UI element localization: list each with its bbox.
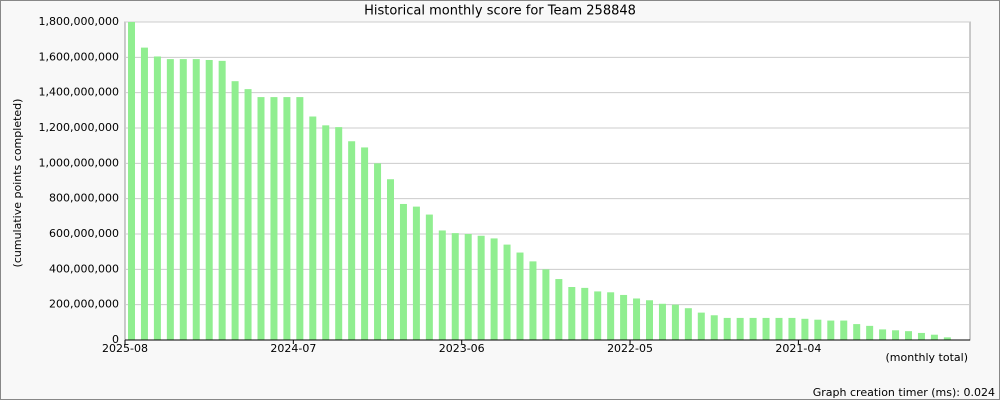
x-tick-label: 2024-07 (270, 342, 316, 355)
bar (905, 331, 912, 340)
bar (348, 141, 356, 340)
footer: Graph creation timer (ms): 0.024 (813, 386, 995, 399)
chart-title: Historical monthly score for Team 258848 (364, 4, 636, 19)
bar (749, 317, 757, 340)
bar (296, 97, 304, 340)
bar (270, 97, 278, 340)
y-tick-label: 1,200,000,000 (39, 121, 119, 134)
bar (179, 59, 187, 340)
y-tick-label: 1,000,000,000 (39, 156, 119, 169)
bar (399, 203, 407, 340)
x-axis-label: (monthly total) (886, 351, 969, 364)
y-tick-label: 0 (112, 333, 119, 346)
bar (192, 59, 200, 340)
bar (866, 325, 874, 340)
bar (205, 59, 213, 340)
y-axis-label: (cumulative points completed) (11, 99, 24, 268)
bar (736, 317, 744, 340)
bar (529, 261, 537, 340)
bar (555, 279, 563, 340)
bar (762, 317, 770, 340)
bar (684, 308, 692, 340)
bar (788, 317, 796, 340)
y-tick-label: 400,000,000 (49, 262, 119, 275)
bar (464, 234, 472, 340)
bar (309, 116, 317, 341)
y-tick-label: 1,800,000,000 (39, 15, 119, 28)
x-tick-label: 2022-05 (607, 342, 653, 355)
bar (879, 329, 887, 340)
y-tick-label: 200,000,000 (49, 298, 119, 311)
bar (840, 320, 848, 340)
y-tick-label: 600,000,000 (49, 227, 119, 240)
bar (671, 304, 679, 340)
bar (153, 56, 161, 340)
bar (425, 214, 433, 340)
x-tick-label: 2025-08 (102, 342, 148, 355)
bar (892, 330, 900, 340)
y-tick-label: 1,400,000,000 (39, 86, 119, 99)
x-tick-label: 2023-06 (439, 342, 485, 355)
bar (710, 315, 718, 340)
bar (361, 147, 369, 340)
bar (801, 318, 809, 340)
bar (283, 97, 291, 340)
bar (594, 291, 602, 340)
bar (542, 269, 550, 340)
bar (140, 47, 148, 340)
bar (231, 81, 239, 340)
bar (412, 206, 420, 340)
bar (451, 233, 459, 340)
bar (646, 300, 653, 340)
bar (166, 59, 174, 340)
bar (853, 324, 861, 340)
bar (620, 294, 628, 340)
bar (516, 252, 524, 340)
bar (218, 60, 226, 340)
bar (658, 303, 666, 340)
bar (438, 230, 446, 340)
x-tick-label: 2021-04 (775, 342, 821, 355)
bar (335, 127, 343, 340)
bar (723, 317, 731, 340)
bar (814, 319, 822, 340)
bar (490, 238, 498, 340)
bar (633, 298, 641, 340)
bar (827, 320, 835, 340)
bar (917, 332, 925, 340)
bar (607, 292, 615, 340)
bar (775, 317, 783, 340)
y-tick-label: 800,000,000 (49, 192, 119, 205)
bar (581, 287, 589, 340)
y-tick-label: 1,600,000,000 (39, 50, 119, 63)
bar (697, 312, 705, 340)
bar (374, 163, 382, 340)
bar (568, 287, 576, 340)
bar (503, 244, 511, 340)
bar (322, 125, 330, 340)
bar (244, 89, 252, 340)
bar (930, 334, 938, 340)
bar (257, 97, 265, 340)
bar (477, 235, 485, 340)
bar (387, 179, 394, 340)
bar (128, 22, 135, 340)
bar (943, 337, 951, 340)
